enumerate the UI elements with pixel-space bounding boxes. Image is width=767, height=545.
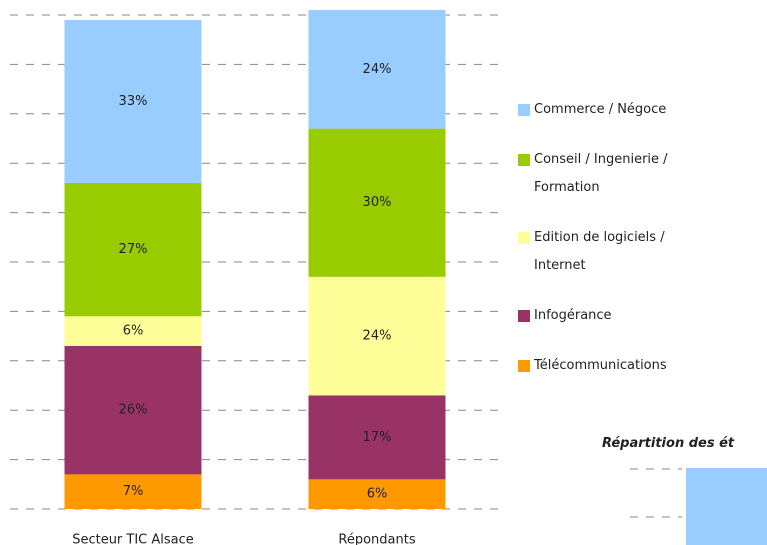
data-label: 30% (363, 195, 392, 210)
legend-swatch (518, 232, 530, 244)
legend-item: Edition de logiciels / Internet (518, 224, 718, 280)
legend-label: Edition de logiciels / Internet (534, 230, 665, 273)
legend-swatch (518, 360, 530, 372)
legend-item: Infogérance (518, 302, 718, 330)
x-tick-label: Secteur TIC Alsace (72, 533, 194, 545)
bar-segment (308, 479, 446, 509)
data-label: 24% (363, 329, 392, 344)
data-label: 7% (123, 484, 144, 499)
data-label: 6% (367, 487, 388, 502)
data-label: 6% (123, 324, 144, 339)
bar-segment (64, 345, 202, 475)
bar-segment (308, 128, 446, 277)
legend-label: Conseil / Ingenierie / Formation (534, 152, 668, 195)
data-label: 33% (119, 94, 148, 109)
bar-fragment (686, 468, 767, 545)
legend-item: Télécommunications (518, 352, 718, 380)
bar-segment (64, 182, 202, 317)
chart-title: Répartition des ét (602, 436, 735, 451)
legend: Commerce / Négoce Conseil / Ingenierie / … (518, 96, 718, 402)
bar-segment (308, 395, 446, 480)
legend-swatch (518, 154, 530, 166)
data-label: 27% (119, 242, 148, 257)
bar-segment (64, 19, 202, 183)
data-label: 26% (119, 403, 148, 418)
bar-segment (64, 474, 202, 509)
legend-label: Commerce / Négoce (534, 102, 667, 117)
data-label: 17% (363, 430, 392, 445)
legend-item: Commerce / Négoce (518, 96, 718, 124)
x-tick-label: Répondants (338, 533, 415, 545)
bar-segment (64, 316, 202, 346)
legend-label: Télécommunications (534, 358, 667, 373)
bar-segment (308, 10, 446, 129)
legend-label: Infogérance (534, 308, 612, 323)
second-chart-fragment (630, 468, 767, 545)
legend-item: Conseil / Ingenierie / Formation (518, 146, 718, 202)
plot: 7% 26% 6% 27% 33% Secteur TIC Alsace 6% 17% 24% 3… (10, 10, 500, 545)
data-label: 24% (363, 62, 392, 77)
bar-segment (308, 276, 446, 396)
legend-swatch (518, 104, 530, 116)
legend-swatch (518, 310, 530, 322)
